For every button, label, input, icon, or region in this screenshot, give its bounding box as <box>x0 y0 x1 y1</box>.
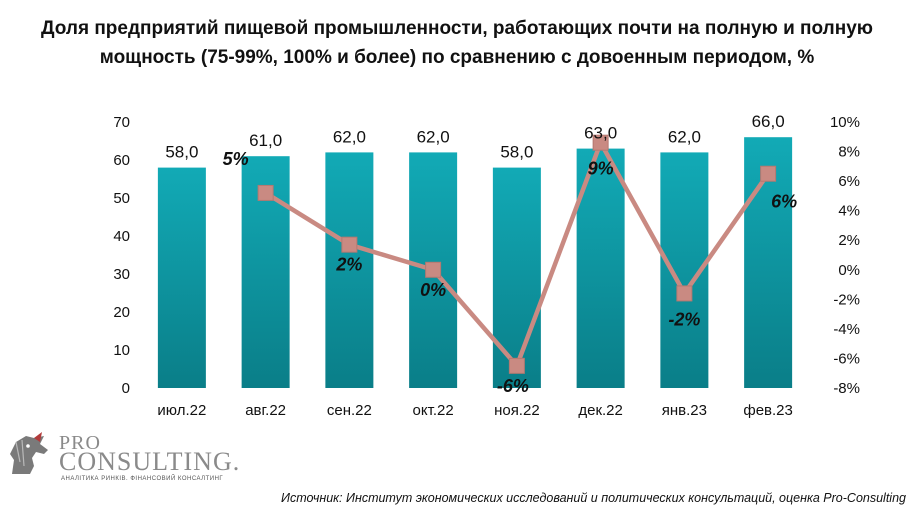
y-right-tick-label: 6% <box>838 173 860 190</box>
y-left-tick-label: 0 <box>122 380 130 397</box>
y-right-tick-label: -2% <box>833 291 860 308</box>
bar-value-label: 62,0 <box>668 127 701 146</box>
y-left-tick-label: 50 <box>113 190 130 207</box>
x-tick-label: сен.22 <box>327 402 372 419</box>
x-tick-label: ноя.22 <box>494 402 540 419</box>
y-right-tick-label: 8% <box>838 144 860 161</box>
line-value-label: -6% <box>497 376 529 396</box>
line-marker <box>676 285 693 302</box>
bar-4 <box>492 167 541 388</box>
line-marker <box>760 165 777 182</box>
y-right-tick-label: 0% <box>838 262 860 279</box>
bar-value-label: 66,0 <box>752 112 785 131</box>
x-tick-label: июл.22 <box>157 402 206 419</box>
line-value-label: -2% <box>668 309 700 329</box>
logo-subtitle: АНАЛІТИКА РИНКІВ. ФІНАНСОВИЙ КОНСАЛТИНГ <box>61 476 224 482</box>
chart-title: Доля предприятий пищевой промышленности,… <box>40 18 873 68</box>
y-right-tick-label: -4% <box>833 321 860 338</box>
bar-0 <box>157 167 206 388</box>
bar-value-label: 62,0 <box>417 127 450 146</box>
horse-head-icon <box>10 432 48 474</box>
y-left-tick-label: 10 <box>113 342 130 359</box>
x-tick-label: дек.22 <box>578 402 623 419</box>
y-right-tick-label: 10% <box>830 114 860 131</box>
bar-value-label: 58,0 <box>165 143 198 162</box>
bar-value-label: 62,0 <box>333 127 366 146</box>
line-value-label: 2% <box>335 255 362 275</box>
bar-value-label: 58,0 <box>500 143 533 162</box>
line-marker <box>508 357 525 374</box>
logo-text-consulting: CONSULTING. <box>59 447 241 476</box>
logo-text-pro: PRO <box>59 432 101 454</box>
source-note: Источник: Институт экономических исследо… <box>281 491 906 505</box>
x-tick-label: янв.23 <box>662 402 707 419</box>
y-right-tick-label: -8% <box>833 380 860 397</box>
line-marker <box>341 236 358 253</box>
y-left-tick-label: 20 <box>113 304 130 321</box>
line-marker <box>592 134 609 151</box>
bar-value-label: 61,0 <box>249 131 282 150</box>
x-tick-label: фев.23 <box>743 402 793 419</box>
bar-2 <box>325 152 374 388</box>
y-left-tick-label: 30 <box>113 266 130 283</box>
y-left-tick-label: 70 <box>113 114 130 131</box>
y-left-tick-label: 60 <box>113 152 130 169</box>
bar-value-label: 63,0 <box>584 124 617 143</box>
x-tick-label: авг.22 <box>245 402 286 419</box>
pro-consulting-logo: PRO CONSULTING. АНАЛІТИКА РИНКІВ. ФІНАНС… <box>4 432 244 482</box>
line-value-label: 0% <box>420 280 446 300</box>
y-left-tick-label: 40 <box>113 228 130 245</box>
line-value-label: 6% <box>771 192 797 212</box>
y-right-tick-label: 4% <box>838 203 860 220</box>
x-tick-label: окт.22 <box>413 402 454 419</box>
y-right-tick-label: 2% <box>838 232 860 249</box>
y-right-tick-label: -6% <box>833 350 860 367</box>
line-marker <box>257 184 274 201</box>
line-value-label: 5% <box>223 149 249 169</box>
line-value-label: 9% <box>588 159 614 179</box>
line-marker <box>425 261 442 278</box>
